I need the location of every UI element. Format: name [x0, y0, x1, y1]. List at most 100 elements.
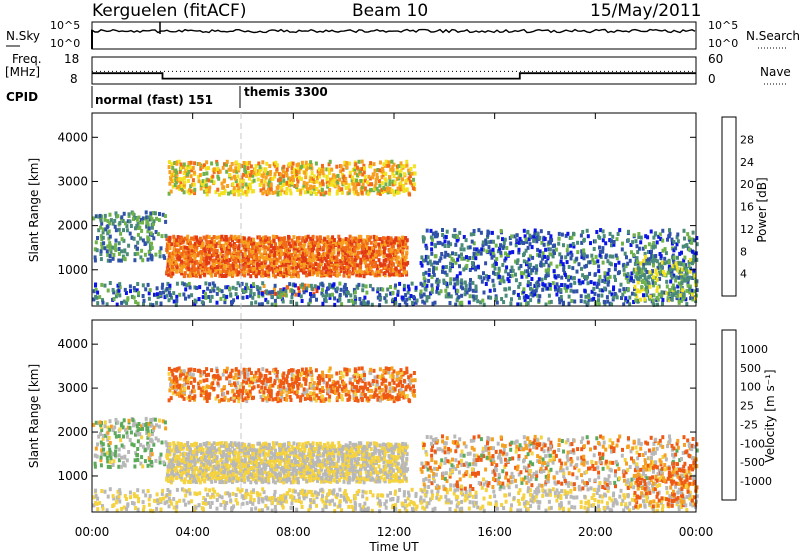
power-cell [215, 248, 219, 253]
velocity-cell [303, 448, 307, 453]
power-cell [312, 190, 316, 194]
power-cell [172, 234, 176, 239]
power-cell [185, 240, 189, 245]
power-cell [242, 270, 246, 275]
power-cell [557, 241, 561, 246]
power-cell [360, 190, 364, 195]
power-cell [315, 255, 319, 260]
velocity-cell [168, 476, 172, 481]
velocity-cell [318, 441, 322, 446]
velocity-cell [286, 445, 290, 449]
power-cell [305, 286, 309, 291]
power-cell [289, 191, 293, 196]
power-cell [105, 249, 109, 254]
power-cell [232, 188, 236, 193]
velocity-cell [201, 447, 205, 452]
power-cell [636, 266, 640, 271]
velocity-cell [336, 468, 340, 473]
power-cell [235, 183, 239, 188]
power-cell [677, 275, 681, 280]
power-cell [680, 280, 684, 285]
power-cell [458, 264, 461, 269]
frequency-panel: Freq. [MHz] 18 8 60 0 Nave [5, 52, 791, 86]
power-cell [216, 286, 220, 291]
power-cell [372, 264, 376, 269]
power-cell [308, 261, 312, 266]
power-cell [374, 264, 378, 268]
power-cell [306, 234, 310, 239]
power-cell [580, 249, 584, 254]
velocity-cell [258, 462, 261, 466]
power-cell [527, 273, 531, 277]
power-cell [323, 263, 327, 268]
power-cell [677, 281, 681, 286]
power-cell [652, 293, 656, 298]
power-cell [247, 170, 251, 175]
power-cell [99, 252, 103, 256]
power-cell [530, 277, 534, 281]
power-cell [168, 235, 172, 240]
power-cell [238, 181, 242, 186]
power-cell [388, 179, 392, 184]
power-cell [441, 265, 445, 270]
power-cell [229, 234, 233, 239]
power-cell [354, 162, 358, 167]
y-tick-label: 3000 [57, 174, 88, 188]
power-cell [612, 285, 616, 290]
velocity-cell [168, 442, 172, 447]
power-cell [401, 247, 405, 252]
power-cell [341, 255, 345, 260]
velocity-cell [353, 472, 357, 477]
velocity-cell [207, 475, 211, 480]
power-cell [175, 298, 179, 303]
velocity-cell [251, 456, 255, 461]
power-cell [540, 240, 544, 245]
power-cell [553, 284, 557, 289]
power-cell [387, 163, 391, 168]
velocity-cell [190, 454, 194, 459]
velocity-cell [323, 443, 327, 448]
power-cell [294, 244, 298, 249]
power-cell [656, 285, 660, 290]
power-cell [644, 267, 648, 272]
power-cell [312, 265, 315, 270]
power-cell [412, 164, 416, 169]
power-cell [147, 226, 151, 231]
power-cell [575, 289, 579, 294]
power-cell [160, 234, 164, 239]
power-cell [517, 266, 521, 271]
power-cell [678, 269, 682, 274]
power-cell [334, 241, 338, 246]
power-cell [637, 298, 641, 303]
power-cell [664, 251, 668, 256]
power-cell [460, 293, 464, 298]
power-cell [486, 229, 490, 234]
power-cell [325, 167, 329, 172]
power-cell [309, 251, 313, 256]
power-cell [332, 173, 336, 178]
power-cell [287, 241, 291, 246]
velocity-cell [280, 465, 284, 470]
power-cell [684, 278, 688, 283]
power-cell [355, 178, 359, 183]
power-cell [299, 261, 303, 266]
velocity-cell [171, 467, 175, 472]
velocity-cell [205, 464, 209, 469]
velocity-cell [300, 460, 304, 465]
power-cell [603, 300, 607, 305]
power-cell [424, 270, 428, 275]
power-cell [220, 181, 224, 186]
velocity-cell [219, 467, 223, 472]
power-cell [203, 184, 206, 189]
power-cell [661, 228, 665, 233]
power-cell [117, 247, 121, 251]
power-cell [649, 229, 653, 234]
power-cell [290, 295, 294, 300]
power-cell [252, 171, 256, 176]
power-cell [376, 295, 380, 300]
power-cell [318, 237, 322, 242]
power-cell [267, 264, 271, 269]
power-cell [570, 299, 574, 303]
power-cell [606, 259, 610, 264]
power-cell [186, 273, 190, 278]
